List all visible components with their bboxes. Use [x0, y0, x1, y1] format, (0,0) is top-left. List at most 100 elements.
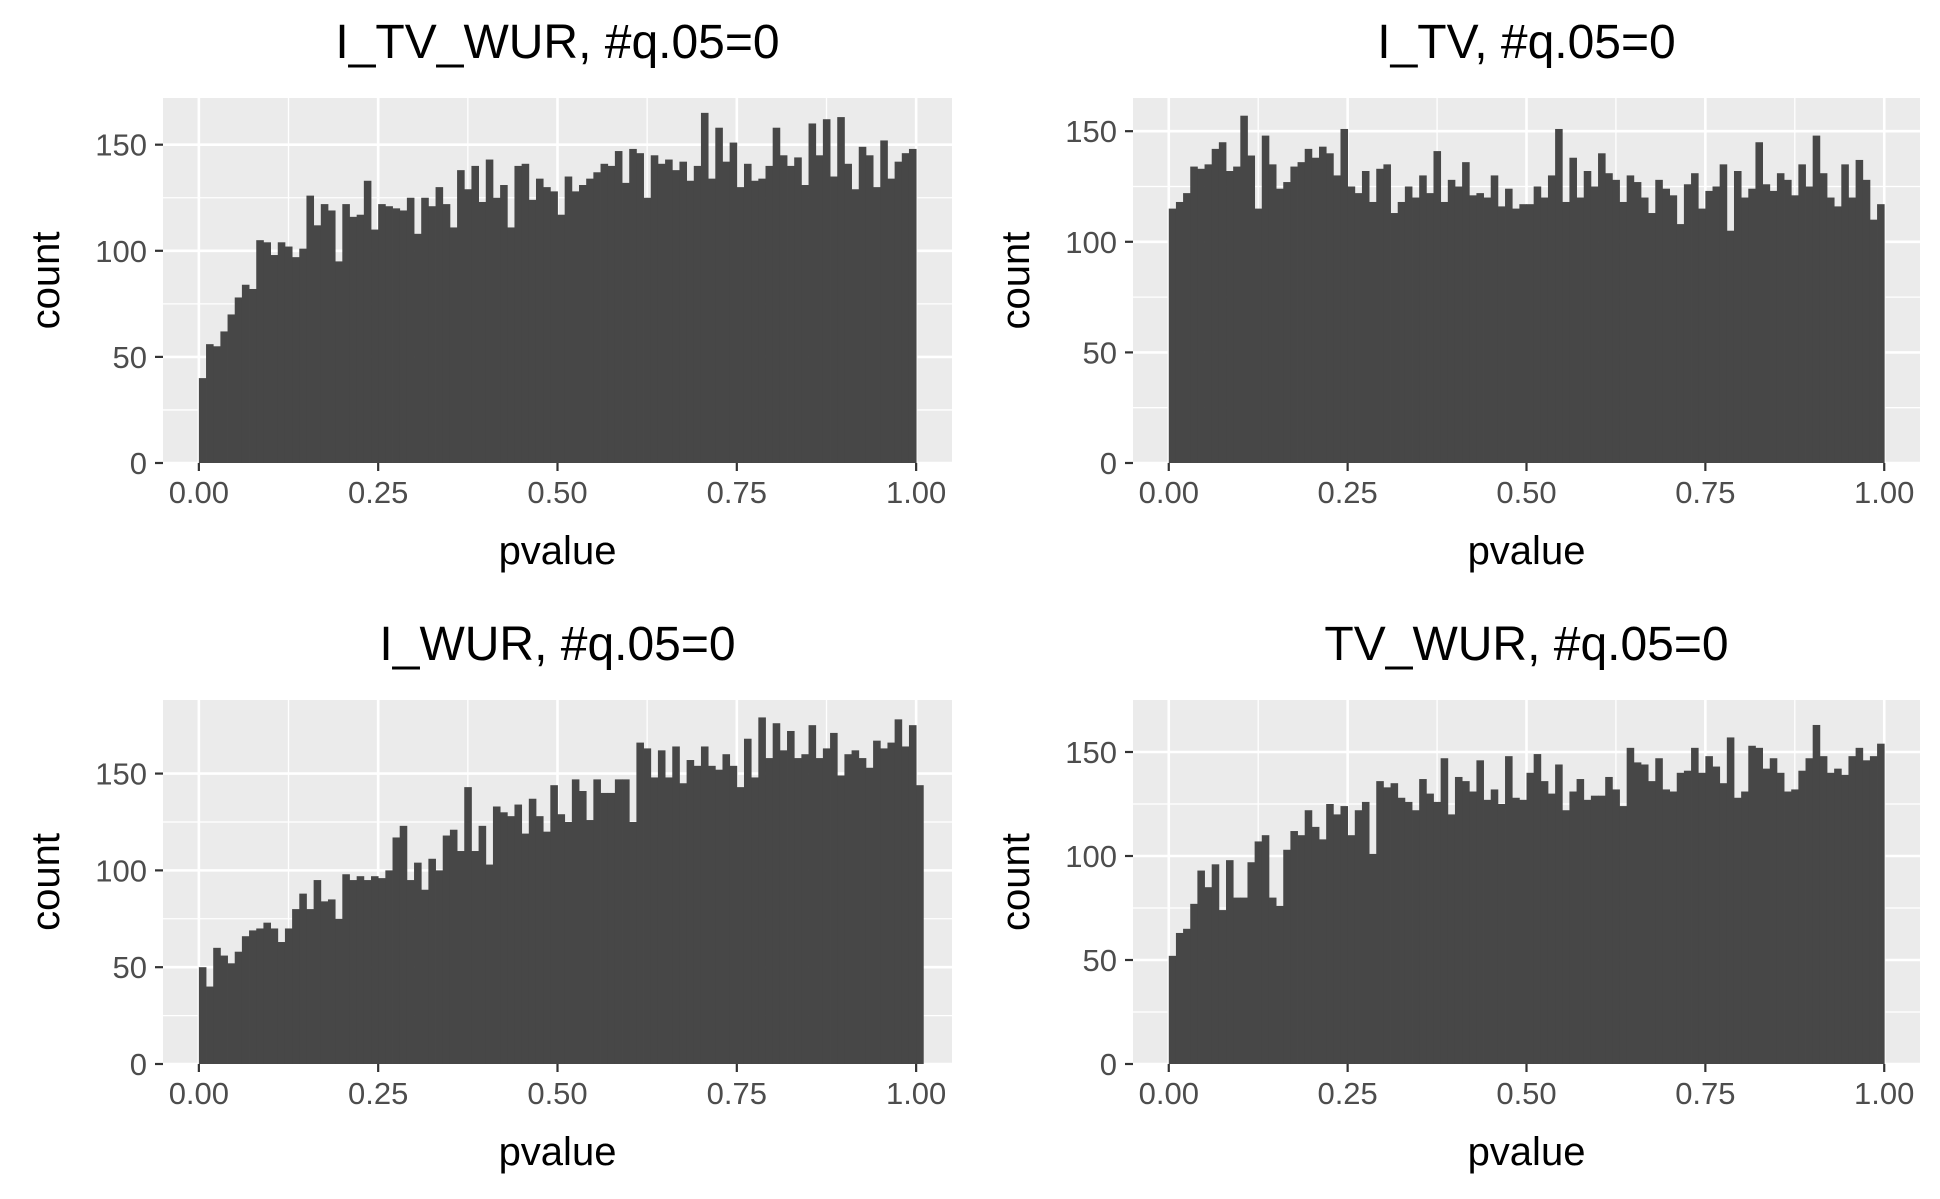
x-axis-title: pvalue: [1468, 529, 1586, 573]
histogram-bar: [743, 163, 752, 463]
histogram-bar: [1497, 206, 1506, 464]
histogram-bar: [1590, 795, 1599, 1064]
histogram-bar: [1598, 795, 1606, 1064]
histogram-bar: [299, 248, 307, 463]
histogram-bar: [550, 191, 558, 464]
histogram-bar: [1855, 747, 1864, 1064]
histogram-bar: [1505, 188, 1513, 464]
histogram-bar: [1340, 128, 1349, 463]
histogram-bar: [894, 161, 903, 464]
histogram-bar: [830, 732, 838, 1064]
histogram-bar: [1741, 197, 1749, 463]
histogram-bar: [1512, 208, 1520, 463]
histogram-bar: [1834, 768, 1842, 1064]
histogram-bar: [571, 779, 580, 1064]
histogram-bar: [327, 210, 336, 463]
y-tick-label: 0: [130, 1047, 147, 1082]
histogram-bar: [1268, 164, 1277, 463]
histogram-bar: [1354, 810, 1363, 1064]
histogram-bar: [378, 878, 386, 1064]
histogram-bar: [1648, 213, 1656, 463]
histogram-bar: [1376, 168, 1384, 463]
histogram-bar: [399, 210, 408, 463]
histogram-bar: [1683, 770, 1692, 1064]
histogram-bar: [1762, 768, 1771, 1064]
histogram-bar: [1412, 810, 1420, 1064]
histogram-bar: [1218, 142, 1227, 463]
y-tick-label: 50: [113, 950, 147, 985]
histogram-bar: [1569, 791, 1577, 1064]
histogram-bar: [1469, 791, 1477, 1064]
histogram-bar: [500, 812, 508, 1064]
histogram-bar: [1519, 204, 1527, 463]
histogram-bar: [586, 178, 594, 464]
histogram-bar: [1218, 910, 1227, 1064]
histogram-bar: [1562, 810, 1570, 1064]
histogram-bar: [1862, 179, 1871, 463]
histogram-bar: [385, 870, 393, 1064]
histogram-bar: [1877, 743, 1885, 1064]
histogram-bar: [1605, 776, 1613, 1064]
histogram-bar: [772, 127, 781, 464]
histogram-bar: [758, 717, 766, 1064]
histogram-bar: [306, 195, 315, 463]
histogram-bar: [342, 874, 350, 1064]
histogram-bar: [457, 170, 465, 463]
histogram-bar: [1640, 197, 1649, 463]
histogram-bar: [708, 765, 716, 1064]
histogram-bar: [1447, 814, 1456, 1064]
histogram-bar: [1319, 146, 1327, 463]
histogram-bar: [1268, 897, 1277, 1064]
histogram-bar: [198, 967, 207, 1064]
histogram-bar: [1533, 186, 1542, 463]
histogram-bar: [1204, 887, 1213, 1064]
x-tick-label: 0.75: [1675, 475, 1735, 510]
histogram-bar: [528, 199, 537, 463]
histogram-bar: [1755, 747, 1763, 1064]
histogram-bar: [1633, 182, 1642, 463]
histogram-bar: [1605, 173, 1613, 463]
histogram-bar: [779, 750, 788, 1064]
histogram-bar: [672, 746, 680, 1064]
y-tick-label: 50: [1083, 335, 1117, 370]
histogram-bar: [1333, 814, 1341, 1064]
y-axis-title: count: [24, 833, 68, 931]
histogram-bar: [1369, 853, 1377, 1064]
histogram-bar: [442, 835, 451, 1064]
y-tick-label: 150: [1065, 114, 1117, 149]
panel-title: I_TV_WUR, #q.05=0: [335, 16, 779, 69]
histogram-bar: [715, 769, 723, 1064]
x-tick-label: 1.00: [886, 475, 946, 510]
histogram-bar: [564, 821, 573, 1064]
histogram-bar: [213, 346, 221, 463]
histogram-bar: [1877, 204, 1885, 463]
histogram-bar: [1447, 179, 1456, 463]
histogram-bar: [1390, 213, 1399, 463]
histogram-bar: [421, 889, 429, 1064]
histogram-bar: [1712, 766, 1721, 1064]
histogram-bar: [1769, 758, 1778, 1064]
histogram-bar: [1276, 905, 1284, 1064]
histogram-bar: [1869, 756, 1878, 1064]
histogram-bar: [1497, 804, 1506, 1064]
histogram-bar: [241, 936, 250, 1064]
histogram-bar: [873, 187, 881, 463]
histogram-bar: [708, 178, 716, 464]
histogram-bar: [629, 148, 637, 463]
histogram-bar: [614, 779, 623, 1064]
histogram-bar: [1619, 201, 1628, 463]
histogram-bar: [507, 227, 515, 463]
histogram-bar: [1412, 197, 1420, 463]
histogram-bar: [1812, 724, 1821, 1064]
histogram-bar: [1333, 175, 1341, 463]
histogram-bar: [1662, 789, 1670, 1064]
histogram-bar: [643, 748, 652, 1064]
panel-i-tv: I_TV, #q.05=0 0.00 0.25 0.50 0.75 1.00 0 50 100…: [994, 16, 1920, 573]
histogram-bar: [1598, 153, 1606, 463]
histogram-bar: [1741, 791, 1749, 1064]
histogram-bar: [1583, 171, 1592, 463]
histogram-bar: [1848, 197, 1857, 463]
histogram-bar: [1784, 179, 1792, 463]
histogram-bar: [880, 140, 888, 463]
histogram-bar: [270, 255, 279, 463]
